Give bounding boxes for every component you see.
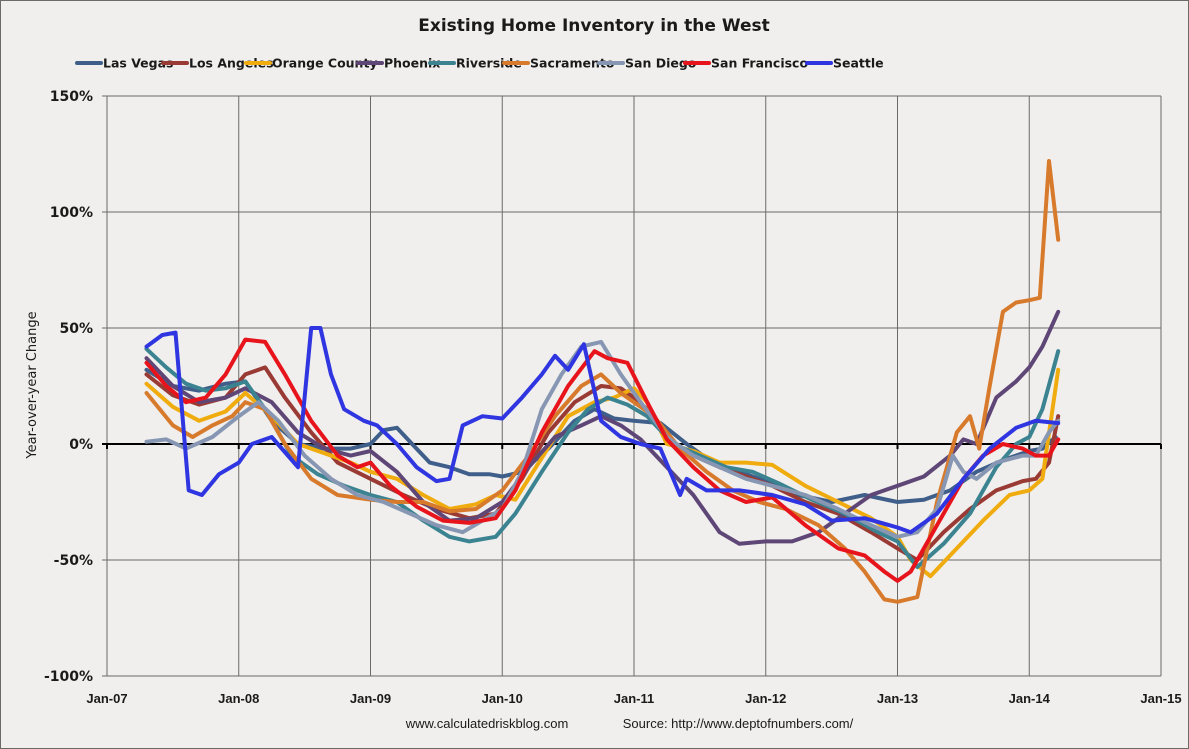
footer-site: www.calculatedriskblog.com: [405, 716, 569, 731]
x-tick-label: Jan-11: [614, 691, 654, 706]
x-tick-label: Jan-09: [350, 691, 391, 706]
series-line-phoenix: [144, 309, 1061, 546]
legend-label: Phoenix: [384, 56, 440, 71]
series-layer: [144, 159, 1061, 604]
y-tick-label: 0%: [69, 437, 93, 453]
chart-title: Existing Home Inventory in the West: [418, 16, 770, 36]
series-line-seattle: [144, 326, 1061, 535]
legend-item: Riverside: [428, 56, 522, 71]
legend-item: Phoenix: [356, 56, 440, 71]
legend-item: Los Angeles: [161, 56, 274, 71]
legend-label: Sacramento: [530, 56, 615, 71]
x-tick-label: Jan-15: [1140, 691, 1181, 706]
x-tick-label: Jan-07: [86, 691, 127, 706]
legend-item: San Diego: [597, 56, 697, 71]
series-line-sacramento: [144, 159, 1061, 604]
legend-item: Las Vegas: [75, 56, 173, 71]
series-line-los-angeles: [144, 365, 1061, 562]
legend-label: Las Vegas: [103, 56, 173, 71]
legend-label: Riverside: [456, 56, 522, 71]
x-tick-label: Jan-08: [218, 691, 259, 706]
y-tick-label: -50%: [54, 553, 93, 569]
legend-item: San Francisco: [683, 56, 808, 71]
x-tick-label: Jan-14: [1009, 691, 1051, 706]
legend-item: Seattle: [805, 56, 884, 71]
legend-label: San Diego: [625, 56, 697, 71]
x-tick-label: Jan-12: [745, 691, 786, 706]
y-tick-label: 100%: [50, 205, 93, 221]
x-tick-label: Jan-13: [877, 691, 918, 706]
y-axis-label: Year-over-year Change: [25, 311, 40, 459]
y-tick-label: -100%: [44, 669, 93, 685]
y-tick-label: 150%: [50, 89, 93, 105]
legend-label: Orange County: [272, 56, 378, 71]
x-axis: Jan-07 Jan-08 Jan-09 Jan-10 Jan-11 Jan-12 Jan-…: [86, 691, 1181, 706]
series-line-riverside: [144, 346, 1061, 569]
legend-item: Sacramento: [502, 56, 615, 71]
y-tick-label: 50%: [59, 321, 93, 337]
footer-source: Source: http://www.deptofnumbers.com/: [623, 716, 854, 731]
series-line-san-francisco: [144, 337, 1061, 583]
legend-label: Los Angeles: [189, 56, 274, 71]
x-tick-label: Jan-10: [482, 691, 523, 706]
legend-item: Orange County: [244, 56, 378, 71]
legend-label: Seattle: [833, 56, 884, 71]
series-line-las-vegas: [144, 367, 1058, 504]
y-axis: 150% 100% 50% 0% -50% -100%: [44, 89, 93, 685]
legend-label: San Francisco: [711, 56, 808, 71]
